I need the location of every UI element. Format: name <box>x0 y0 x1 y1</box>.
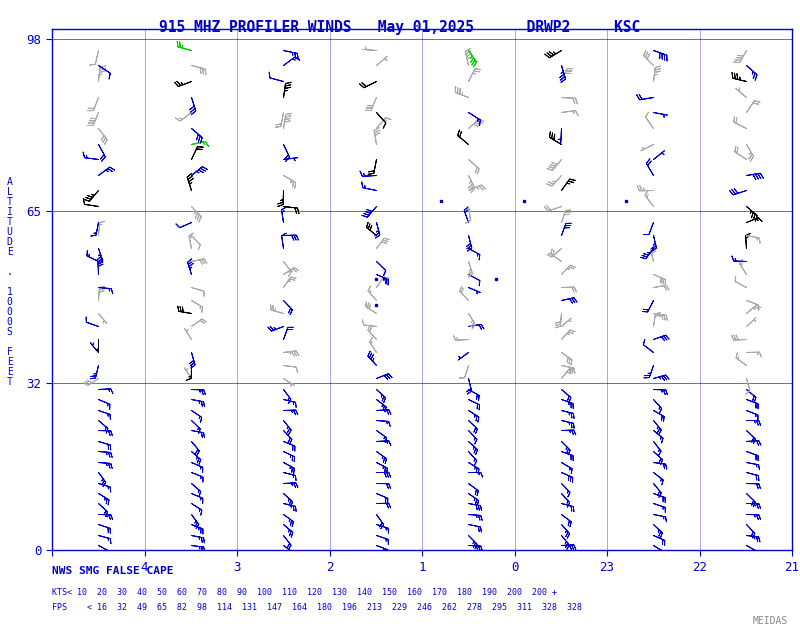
Text: MEIDAS: MEIDAS <box>753 616 788 626</box>
Text: FPS    < 16  32  49  65  82  98  114  131  147  164  180  196  213  229  246  26: FPS < 16 32 49 65 82 98 114 131 147 164 … <box>52 603 582 612</box>
Text: NWS SMG FALSE CAPE: NWS SMG FALSE CAPE <box>52 566 174 577</box>
Text: 915 MHZ PROFILER WINDS   May 01,2025      DRWP2     KSC: 915 MHZ PROFILER WINDS May 01,2025 DRWP2… <box>159 20 641 35</box>
Text: A
L
T
I
T
U
D
E
 
.
 
1
0
0
0
S
 
F
E
E
T: A L T I T U D E . 1 0 0 0 S F E E T <box>6 177 13 387</box>
Text: KTS< 10  20  30  40  50  60  70  80  90  100  110  120  130  140  150  160  170 : KTS< 10 20 30 40 50 60 70 80 90 100 110 … <box>52 588 557 596</box>
